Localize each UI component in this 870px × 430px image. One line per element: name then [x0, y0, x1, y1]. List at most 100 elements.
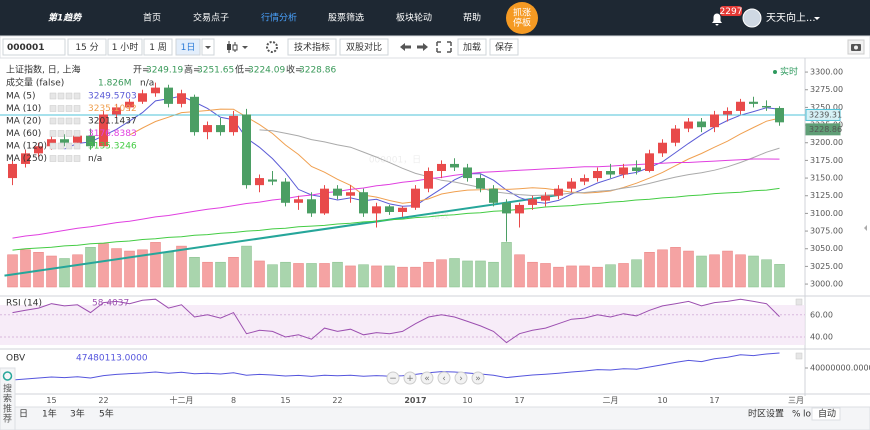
- legend-icon[interactable]: [73, 142, 81, 150]
- x-tick-label: 17: [514, 396, 524, 405]
- side-label: 荐: [3, 414, 12, 425]
- legend-icon[interactable]: [57, 92, 65, 100]
- legend-icon[interactable]: [57, 155, 65, 162]
- option-button[interactable]: 时区设置: [748, 408, 784, 420]
- y-tick-label: 3200.00: [810, 138, 843, 147]
- volume-bar: [332, 261, 343, 288]
- legend-icon[interactable]: [57, 142, 65, 150]
- volume-bar: [85, 247, 96, 288]
- legend-icon[interactable]: [49, 155, 57, 162]
- scroll-icon: −: [389, 374, 397, 384]
- volume-bar: [345, 265, 356, 288]
- legend-icon[interactable]: [73, 130, 81, 137]
- notification-count: 2297: [720, 7, 743, 17]
- volume-bar: [527, 261, 538, 288]
- toolbar-button[interactable]: [339, 38, 389, 56]
- side-label: 推: [3, 403, 12, 415]
- option-button[interactable]: log: [803, 410, 817, 420]
- promo-badge[interactable]: [506, 2, 538, 34]
- rsi-band: [0, 305, 805, 345]
- nav-item[interactable]: 交易点子: [193, 12, 229, 24]
- ma-value: 3201.1437: [88, 117, 137, 127]
- candle-body: [567, 181, 576, 189]
- side-panel[interactable]: [0, 367, 16, 430]
- range-button[interactable]: 3年: [70, 408, 85, 420]
- nav-item[interactable]: 行情分析: [261, 12, 297, 24]
- volume-bar: [202, 261, 213, 288]
- volume-bar: [553, 266, 564, 288]
- interval-button[interactable]: [143, 38, 173, 56]
- volume-bar: [774, 264, 785, 288]
- candle-body: [606, 171, 615, 175]
- symbol-input[interactable]: [2, 38, 66, 56]
- legend-icon[interactable]: [73, 117, 81, 125]
- legend-icon[interactable]: [49, 117, 57, 125]
- panel-menu[interactable]: [795, 352, 803, 360]
- settings-icon[interactable]: [266, 41, 278, 53]
- legend-icon[interactable]: [65, 117, 73, 125]
- toolbar-button[interactable]: [457, 38, 487, 56]
- scroll-button[interactable]: [386, 371, 400, 385]
- scroll-button[interactable]: [471, 371, 485, 385]
- scroll-button[interactable]: [403, 371, 417, 385]
- nav-item[interactable]: 首页: [143, 12, 161, 24]
- legend-icon[interactable]: [49, 130, 57, 137]
- legend-icon[interactable]: [57, 130, 65, 137]
- nav-item[interactable]: 股票筛选: [328, 12, 364, 24]
- toolbar-button[interactable]: [489, 38, 519, 56]
- legend-icon[interactable]: [65, 142, 73, 150]
- legend-icon[interactable]: [65, 92, 73, 100]
- ohlc-value: 3224.09: [248, 66, 285, 76]
- logo[interactable]: 第1趋势: [48, 13, 82, 24]
- candle-body: [294, 199, 303, 203]
- chart-type-icon[interactable]: [227, 41, 238, 53]
- bell-icon[interactable]: [712, 13, 722, 26]
- interval-button[interactable]: [107, 38, 143, 56]
- x-end-label: 三月: [788, 396, 804, 405]
- scroll-button[interactable]: [437, 371, 451, 385]
- legend-icon[interactable]: [65, 130, 73, 137]
- range-button[interactable]: 1年: [42, 408, 57, 420]
- legend-icon[interactable]: [57, 105, 65, 112]
- range-button[interactable]: 5年: [99, 408, 114, 420]
- volume-bar: [59, 258, 70, 288]
- option-button[interactable]: %: [792, 410, 801, 420]
- nav-item[interactable]: 帮助: [463, 12, 481, 24]
- panel-menu[interactable]: [795, 298, 803, 306]
- candle-body: [86, 135, 95, 147]
- chart-title: 上证指数, 日, 上海: [6, 64, 80, 76]
- avatar[interactable]: [742, 8, 762, 28]
- ma-value: n/a: [88, 154, 102, 164]
- legend-icon[interactable]: [65, 105, 73, 112]
- legend-icon[interactable]: [49, 92, 57, 100]
- legend-icon[interactable]: [73, 92, 81, 100]
- range-button[interactable]: 日: [19, 409, 28, 420]
- rsi-line: [12, 298, 780, 344]
- legend-icon[interactable]: [65, 155, 73, 162]
- volume-bar: [475, 260, 486, 288]
- scroll-button[interactable]: [454, 371, 468, 385]
- undo-icon[interactable]: [400, 43, 411, 51]
- toolbar-button[interactable]: [287, 38, 337, 56]
- scroll-button[interactable]: [420, 371, 434, 385]
- user-caret[interactable]: [814, 17, 820, 20]
- interval-button[interactable]: [175, 38, 201, 56]
- scroll-arrow[interactable]: [864, 225, 867, 231]
- interval-button[interactable]: [67, 38, 107, 56]
- user-name[interactable]: 天天向上...: [766, 11, 816, 24]
- scroll-icon: ‹: [442, 374, 446, 384]
- legend-icon[interactable]: [57, 117, 65, 125]
- ma-value: 3249.5703: [88, 92, 137, 102]
- candle-body: [164, 87, 173, 104]
- legend-icon[interactable]: [73, 155, 81, 162]
- redo-icon[interactable]: [417, 43, 428, 51]
- fullscreen-icon[interactable]: [436, 41, 452, 53]
- candle-body: [99, 114, 108, 147]
- legend-icon[interactable]: [49, 105, 57, 112]
- nav-item[interactable]: 板块轮动: [396, 12, 432, 24]
- legend-icon[interactable]: [49, 142, 57, 150]
- ma-value: 3176.8383: [88, 129, 137, 139]
- option-button[interactable]: 自动: [818, 408, 836, 420]
- notification-badge: [720, 6, 742, 16]
- legend-icon[interactable]: [73, 105, 81, 112]
